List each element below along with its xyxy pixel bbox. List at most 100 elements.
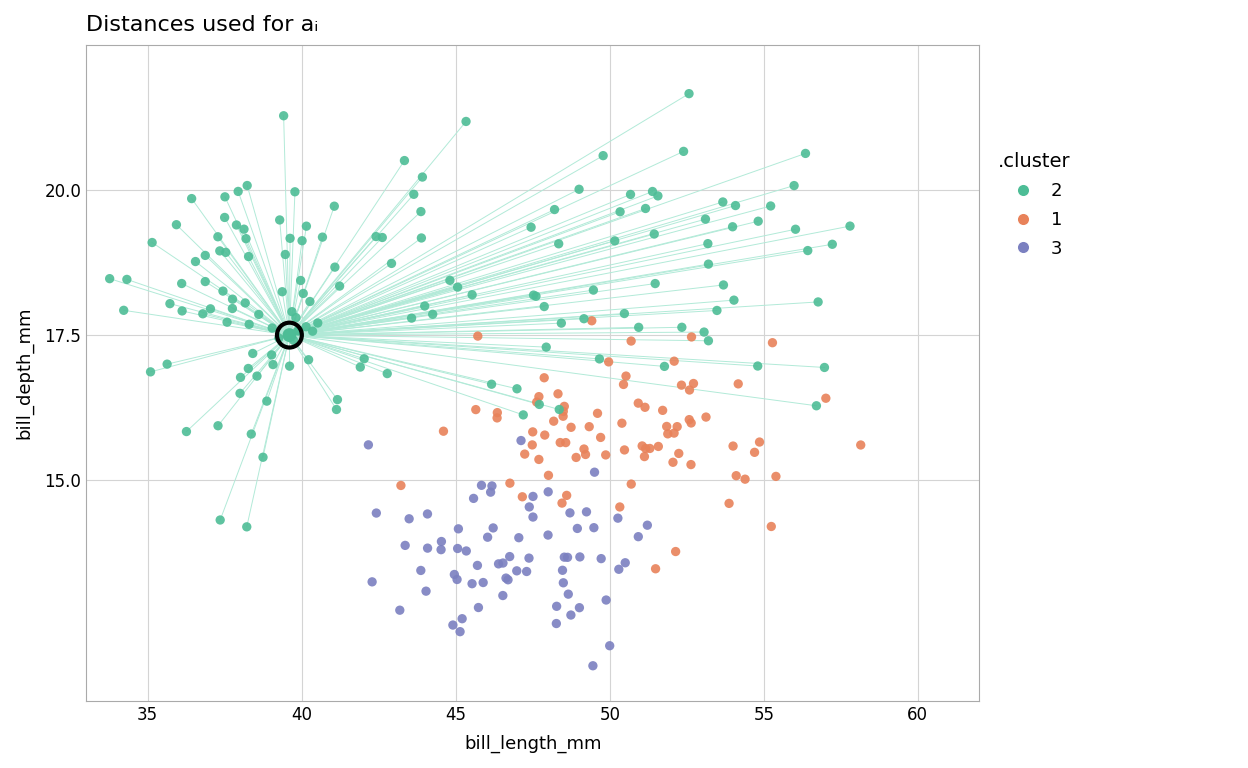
Point	[694, 326, 714, 338]
Point	[610, 206, 630, 218]
Point	[172, 305, 192, 317]
Point	[431, 544, 451, 556]
Point	[300, 296, 319, 308]
Point	[617, 370, 636, 382]
Point	[487, 412, 507, 424]
Point	[547, 600, 567, 612]
Point	[785, 223, 805, 236]
Point	[529, 390, 549, 402]
Point	[663, 456, 683, 468]
Point	[462, 289, 482, 301]
Point	[609, 563, 629, 575]
Point	[493, 589, 513, 601]
Point	[610, 501, 630, 513]
Point	[622, 478, 641, 490]
Point	[674, 145, 694, 157]
Point	[290, 325, 310, 337]
Point	[593, 150, 613, 162]
Point	[522, 439, 542, 451]
Point	[296, 320, 316, 333]
Point	[553, 577, 573, 589]
Point	[329, 280, 349, 293]
Point	[763, 336, 782, 349]
Point	[681, 331, 701, 343]
Point	[412, 232, 432, 244]
Point	[241, 428, 261, 440]
Point	[222, 303, 242, 315]
Point	[645, 563, 665, 575]
Point	[635, 442, 655, 455]
Point	[160, 297, 180, 310]
Point	[723, 220, 743, 233]
Point	[538, 469, 558, 482]
Point	[193, 308, 213, 320]
Point	[276, 248, 296, 260]
Point	[552, 317, 572, 329]
Point	[658, 428, 678, 440]
Point	[257, 395, 277, 407]
Point	[468, 330, 488, 343]
Point	[534, 300, 554, 313]
Point	[574, 443, 594, 455]
Point	[653, 404, 673, 416]
Point	[382, 257, 402, 270]
Point	[589, 353, 609, 365]
Point	[735, 473, 755, 485]
Point	[558, 588, 578, 601]
Point	[411, 564, 431, 577]
Point	[538, 529, 558, 541]
Point	[362, 576, 382, 588]
Point	[238, 362, 258, 375]
Point	[280, 232, 300, 244]
Point	[238, 250, 258, 263]
Point	[635, 202, 655, 214]
Point	[324, 261, 344, 273]
Point	[605, 235, 625, 247]
Point	[237, 521, 257, 533]
Point	[247, 370, 267, 382]
Point	[418, 542, 438, 554]
Point	[462, 578, 482, 590]
Point	[240, 318, 260, 330]
Point	[463, 492, 483, 505]
Point	[729, 378, 749, 390]
Point	[569, 183, 589, 195]
Point	[645, 277, 665, 290]
Point	[595, 449, 615, 461]
Point	[554, 551, 574, 563]
Text: Distances used for aᵢ: Distances used for aᵢ	[86, 15, 318, 35]
Point	[414, 300, 434, 312]
Point	[176, 425, 196, 438]
Point	[270, 214, 290, 226]
Point	[679, 88, 699, 100]
Point	[273, 110, 293, 122]
Point	[713, 196, 733, 208]
Point	[608, 512, 628, 525]
Point	[499, 551, 519, 563]
Point	[228, 185, 248, 197]
Point	[498, 574, 518, 586]
Point	[308, 317, 328, 329]
Point	[567, 452, 587, 464]
Point	[544, 415, 564, 427]
Point	[141, 366, 161, 378]
Point	[654, 360, 674, 372]
Point	[664, 355, 684, 367]
Point	[389, 604, 409, 617]
Point	[367, 507, 387, 519]
Point	[549, 403, 569, 415]
Point	[466, 403, 485, 415]
Point	[285, 186, 305, 198]
Point	[482, 480, 502, 492]
Point	[391, 479, 411, 492]
Point	[412, 171, 432, 184]
Point	[447, 574, 467, 586]
Point	[649, 440, 669, 452]
Point	[297, 220, 317, 233]
Point	[588, 407, 608, 419]
Point	[262, 322, 282, 334]
Point	[644, 228, 664, 240]
Point	[263, 359, 283, 371]
Point	[634, 451, 654, 463]
Point	[806, 399, 826, 412]
